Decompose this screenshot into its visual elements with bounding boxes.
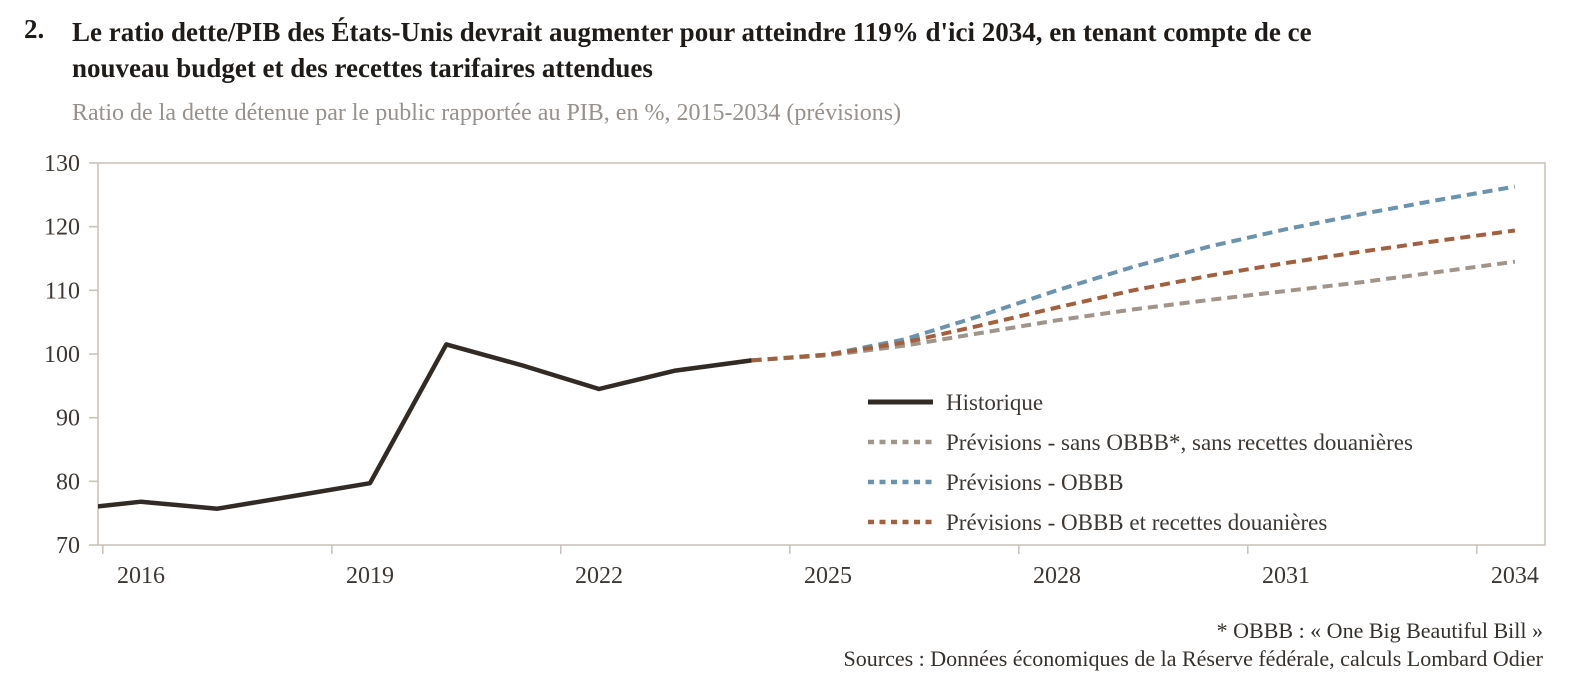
legend-label-2: Prévisions - OBBB [946,470,1124,495]
footnote-obbb: * OBBB : « One Big Beautiful Bill » [1216,618,1543,643]
footnotes: * OBBB : « One Big Beautiful Bill » Sour… [844,617,1543,673]
title-line-1: Le ratio dette/PIB des États-Unis devrai… [72,17,1312,47]
y-tick-label: 130 [44,151,80,177]
legend-label-0: Historique [946,390,1043,415]
series-line-1 [751,259,1516,363]
x-tick-label: 2025 [804,563,852,589]
title-number: 2. [24,14,45,44]
x-tick-label: 2031 [1262,563,1310,589]
title-line-2: nouveau budget et des recettes tarifaire… [72,53,653,83]
y-tick-label: 80 [56,469,80,495]
y-tick-label: 70 [56,533,80,559]
legend: Historique Prévisions - sans OBBB*, sans … [868,390,1413,535]
series-line-3 [751,228,1516,363]
series-line-2 [751,184,1516,363]
chart-subtitle: Ratio de la dette détenue par le public … [72,100,902,126]
x-axis: 2016 2019 2022 2025 2028 2031 2034 [102,545,1539,589]
x-tick-label: 2028 [1033,563,1081,589]
x-tick-label: 2034 [1491,563,1539,589]
y-axis: 70 80 90 100 110 120 130 [44,151,98,559]
x-tick-label: 2016 [117,563,165,589]
footnote-sources: Sources : Données économiques de la Rése… [843,646,1543,671]
x-tick-label: 2022 [575,563,623,589]
series-group [98,184,1516,511]
series-line-0 [98,342,752,511]
title-text: Le ratio dette/PIB des États-Unis devrai… [72,14,1312,86]
y-tick-label: 90 [56,406,80,432]
chart-title: 2. Le ratio dette/PIB des États-Unis dev… [24,14,1312,86]
y-tick-label: 120 [44,215,80,241]
legend-label-1: Prévisions - sans OBBB*, sans recettes d… [946,430,1413,455]
y-tick-label: 100 [44,342,80,368]
legend-label-3: Prévisions - OBBB et recettes douanières [946,510,1327,535]
x-tick-label: 2019 [346,563,394,589]
y-tick-label: 110 [45,278,80,304]
